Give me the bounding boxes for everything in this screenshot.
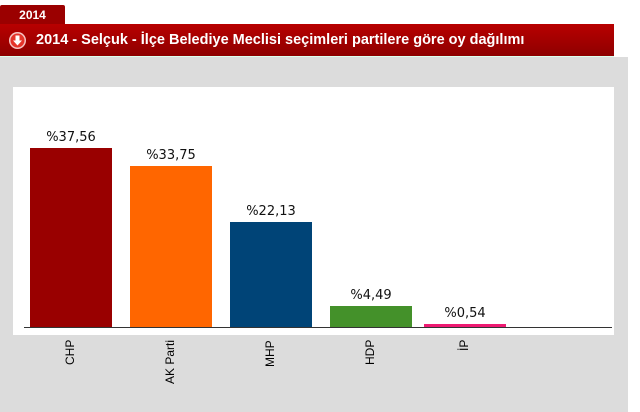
- bar-hdp[interactable]: [330, 306, 412, 327]
- x-tick-label: MHP: [263, 340, 277, 367]
- chart-title-bar: 2014 - Selçuk - İlçe Belediye Meclisi se…: [0, 24, 614, 57]
- bar-i̇p[interactable]: [424, 324, 506, 327]
- value-label: %33,75: [146, 148, 196, 163]
- chart-title: 2014 - Selçuk - İlçe Belediye Meclisi se…: [36, 32, 525, 48]
- bar-chp[interactable]: [30, 148, 112, 327]
- bar-ak-parti[interactable]: [130, 166, 212, 327]
- plot-area: [13, 87, 614, 335]
- download-circle-icon[interactable]: [9, 32, 26, 49]
- year-tab[interactable]: 2014: [0, 5, 65, 25]
- x-tick-label: HDP: [363, 339, 377, 365]
- value-label: %0,54: [444, 306, 486, 321]
- x-tick-label: AK Parti: [163, 339, 177, 384]
- x-tick-label: CHP: [63, 339, 77, 365]
- x-tick-label: İP: [457, 339, 471, 351]
- x-axis-line: [24, 327, 612, 328]
- value-label: %4,49: [350, 288, 392, 303]
- value-label: %37,56: [46, 130, 96, 145]
- bar-mhp[interactable]: [230, 222, 312, 327]
- value-label: %22,13: [246, 204, 296, 219]
